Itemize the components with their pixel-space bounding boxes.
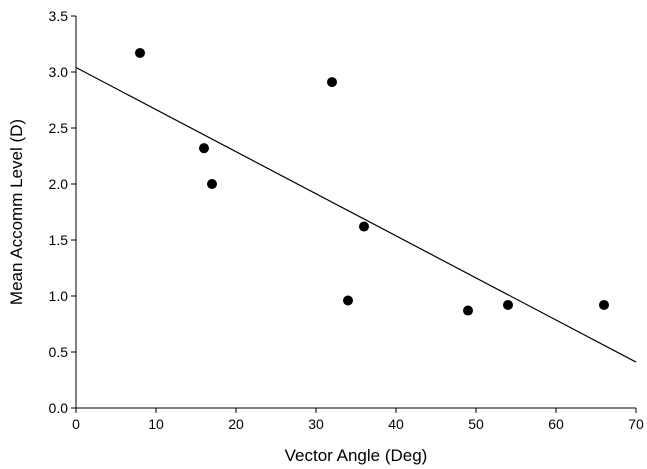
y-tick-label: 1.5 bbox=[49, 232, 69, 248]
x-tick-label: 0 bbox=[72, 416, 80, 432]
y-tick-label: 2.5 bbox=[49, 120, 69, 136]
y-tick-label: 3.0 bbox=[49, 64, 69, 80]
x-tick-label: 70 bbox=[628, 416, 644, 432]
x-tick-label: 50 bbox=[468, 416, 484, 432]
data-point bbox=[343, 295, 353, 306]
y-tick-label: 1.0 bbox=[49, 288, 69, 304]
x-tick-label: 20 bbox=[228, 416, 244, 432]
data-point bbox=[463, 305, 473, 316]
x-tick-label: 30 bbox=[308, 416, 324, 432]
y-tick-label: 0.5 bbox=[49, 344, 69, 360]
x-tick-label: 10 bbox=[148, 416, 164, 432]
x-tick-label: 40 bbox=[388, 416, 404, 432]
data-point bbox=[599, 299, 609, 310]
data-point bbox=[359, 221, 369, 232]
trend-line bbox=[75, 66, 637, 363]
data-point bbox=[207, 179, 217, 189]
x-axis-ticks: 0 10 20 30 40 50 60 70 bbox=[72, 408, 644, 432]
x-axis-title: Vector Angle (Deg) bbox=[285, 446, 428, 465]
x-tick-label: 60 bbox=[548, 416, 564, 432]
y-tick-label: 3.5 bbox=[49, 8, 69, 24]
y-axis-title: Mean Accomm Level (D) bbox=[7, 119, 26, 305]
data-point bbox=[327, 77, 337, 88]
data-point bbox=[503, 299, 513, 310]
data-point bbox=[135, 47, 145, 58]
y-tick-label: 0.0 bbox=[49, 400, 69, 416]
data-point bbox=[199, 143, 209, 154]
y-axis-ticks: 0.0 0.5 1.0 1.5 2.0 2.5 3.0 3.5 bbox=[49, 8, 76, 416]
data-points bbox=[135, 47, 609, 316]
y-tick-label: 2.0 bbox=[49, 176, 69, 192]
